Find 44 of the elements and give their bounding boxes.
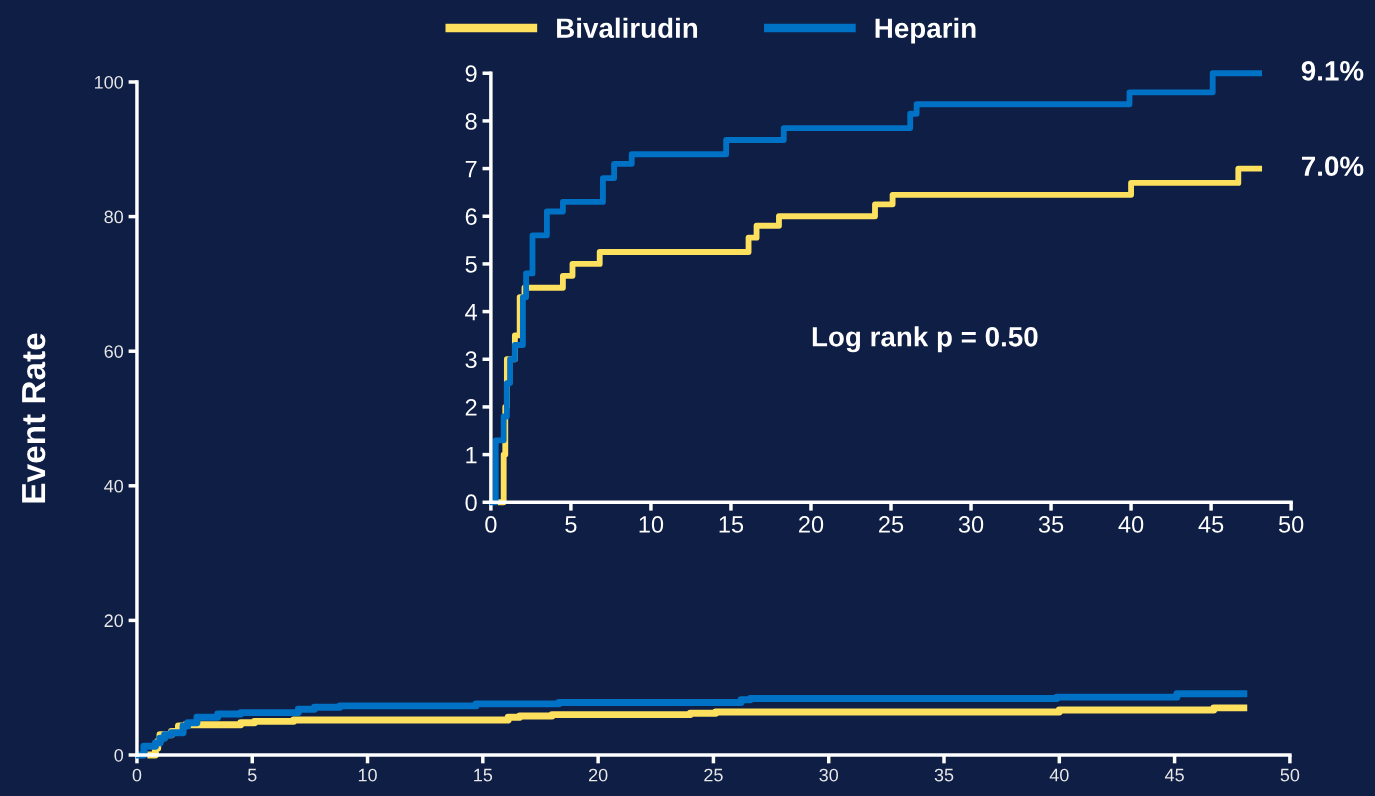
legend-label: Heparin [875,17,976,44]
y-tick-label: 0 [114,748,124,762]
y-tick-label: 20 [104,614,124,628]
y-tick-label: 100 [95,75,124,89]
x-tick-label: 35 [1038,516,1064,533]
x-tick-label: 25 [704,768,723,782]
x-tick-label: 45 [1164,768,1184,782]
y-tick-label: 8 [465,112,477,130]
x-tick-label: 15 [474,768,493,782]
x-tick-label: 25 [879,516,904,533]
y-tick-label: 5 [465,256,477,273]
y-tick-label: 9 [465,65,477,83]
x-tick-label: 20 [799,516,824,533]
y-tick-label: 80 [104,210,124,224]
x-tick-label: 0 [132,768,142,782]
x-tick-label: 50 [1278,516,1304,533]
y-tick-label: 40 [104,479,124,493]
x-tick-label: 5 [565,516,577,533]
y-tick-label: 2 [465,399,477,416]
y-tick-label: 6 [465,208,477,226]
y-axis-title: Event Rate [22,333,46,503]
y-tick-label: 60 [104,345,124,358]
x-tick-label: 10 [639,516,664,533]
x-tick-label: 45 [1198,516,1224,533]
x-tick-label: 0 [485,516,497,533]
annotation: Log rank p = 0.50 [812,326,1038,353]
y-tick-label: 3 [465,351,477,369]
x-tick-label: 15 [719,516,744,533]
y-tick-label: 1 [466,446,477,464]
annotation: 9.1% [1301,61,1364,81]
y-tick-label: 4 [465,303,477,321]
y-tick-label: 7 [465,160,477,178]
x-tick-label: 5 [247,768,257,782]
x-tick-label: 40 [1049,768,1069,782]
x-tick-label: 50 [1280,768,1300,782]
x-tick-label: 35 [934,768,954,782]
legend-label: Bivalirudin [557,17,698,39]
y-tick-label: 0 [465,494,477,512]
x-tick-label: 40 [1118,516,1144,533]
annotation: 7.0% [1301,156,1364,177]
x-tick-label: 10 [358,768,377,782]
x-tick-label: 30 [958,516,984,533]
x-tick-label: 20 [588,768,608,782]
x-tick-label: 30 [819,768,839,782]
